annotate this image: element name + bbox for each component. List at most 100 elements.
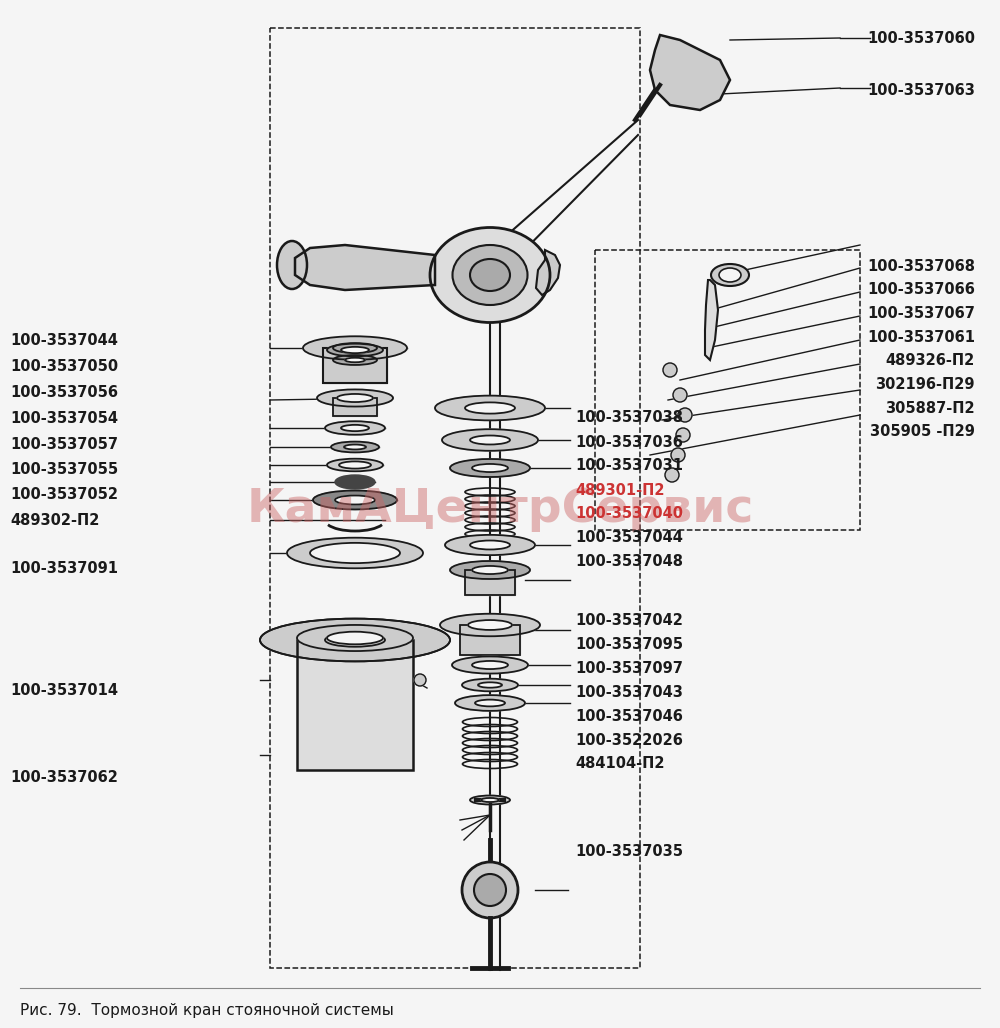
Ellipse shape xyxy=(445,535,535,555)
Text: 100-3537057: 100-3537057 xyxy=(10,437,118,451)
Ellipse shape xyxy=(310,543,400,563)
Text: 302196-П29: 302196-П29 xyxy=(876,377,975,392)
Text: 100-3537044: 100-3537044 xyxy=(575,530,683,545)
Circle shape xyxy=(665,468,679,482)
Text: 100-3537044: 100-3537044 xyxy=(10,333,118,347)
Text: 100-3537043: 100-3537043 xyxy=(575,686,683,700)
Text: КамАЦентрСервис: КамАЦентрСервис xyxy=(246,487,754,533)
Text: 100-3537040: 100-3537040 xyxy=(575,507,683,521)
Bar xyxy=(333,398,377,416)
Text: 100-3537067: 100-3537067 xyxy=(867,306,975,321)
Ellipse shape xyxy=(478,683,502,688)
Ellipse shape xyxy=(472,464,508,472)
Ellipse shape xyxy=(468,620,512,630)
Ellipse shape xyxy=(450,458,530,477)
Text: 100-3537042: 100-3537042 xyxy=(575,614,683,628)
Ellipse shape xyxy=(327,458,383,471)
Ellipse shape xyxy=(341,346,369,354)
Circle shape xyxy=(671,448,685,462)
Ellipse shape xyxy=(333,355,377,365)
Bar xyxy=(595,250,860,530)
Text: 484104-П2: 484104-П2 xyxy=(575,757,664,771)
Text: 305905 -П29: 305905 -П29 xyxy=(870,425,975,439)
Ellipse shape xyxy=(317,390,393,406)
Polygon shape xyxy=(295,245,435,290)
Ellipse shape xyxy=(260,619,450,661)
Text: 100-3537060: 100-3537060 xyxy=(867,31,975,45)
Text: 100-3522026: 100-3522026 xyxy=(575,733,683,747)
Text: 305887-П2: 305887-П2 xyxy=(885,401,975,415)
Text: 100-3537048: 100-3537048 xyxy=(575,554,683,568)
Text: 100-3537055: 100-3537055 xyxy=(10,463,118,477)
Ellipse shape xyxy=(327,343,383,357)
Text: 100-3537068: 100-3537068 xyxy=(867,259,975,273)
Polygon shape xyxy=(536,250,560,295)
Polygon shape xyxy=(705,280,718,360)
Ellipse shape xyxy=(462,678,518,691)
Ellipse shape xyxy=(337,394,373,402)
Bar xyxy=(323,348,387,383)
Circle shape xyxy=(663,363,677,377)
Ellipse shape xyxy=(333,343,377,353)
Ellipse shape xyxy=(435,396,545,420)
Ellipse shape xyxy=(452,245,528,305)
Text: 100-3537062: 100-3537062 xyxy=(10,770,118,784)
Bar xyxy=(460,625,520,655)
Ellipse shape xyxy=(470,436,510,444)
Bar xyxy=(297,640,413,770)
Ellipse shape xyxy=(287,538,423,568)
Ellipse shape xyxy=(260,619,450,661)
Ellipse shape xyxy=(335,495,375,505)
Text: 100-3537036: 100-3537036 xyxy=(575,435,683,449)
Text: 100-3537095: 100-3537095 xyxy=(575,637,683,652)
Text: 100-3537038: 100-3537038 xyxy=(575,410,683,425)
Circle shape xyxy=(676,428,690,442)
Bar xyxy=(297,640,413,770)
Ellipse shape xyxy=(325,633,385,647)
Ellipse shape xyxy=(325,421,385,435)
Ellipse shape xyxy=(719,268,741,282)
Ellipse shape xyxy=(327,631,383,645)
Text: 489302-П2: 489302-П2 xyxy=(10,513,99,527)
Ellipse shape xyxy=(313,490,397,510)
Ellipse shape xyxy=(465,402,515,413)
Bar xyxy=(465,570,515,595)
Text: 100-3537097: 100-3537097 xyxy=(575,661,683,675)
Ellipse shape xyxy=(345,358,365,362)
Circle shape xyxy=(414,674,426,686)
Ellipse shape xyxy=(297,625,413,651)
Bar xyxy=(460,625,520,655)
Ellipse shape xyxy=(440,614,540,636)
Text: 100-3537050: 100-3537050 xyxy=(10,360,118,374)
Ellipse shape xyxy=(344,444,366,449)
Polygon shape xyxy=(650,35,730,110)
Text: 100-3537063: 100-3537063 xyxy=(867,83,975,98)
Circle shape xyxy=(474,874,506,906)
Ellipse shape xyxy=(472,566,508,574)
Bar xyxy=(465,570,515,595)
Ellipse shape xyxy=(430,227,550,323)
Ellipse shape xyxy=(472,661,508,669)
Ellipse shape xyxy=(475,700,505,706)
Text: 100-3537054: 100-3537054 xyxy=(10,411,118,426)
Circle shape xyxy=(462,862,518,918)
Text: 100-3537035: 100-3537035 xyxy=(575,844,683,858)
Ellipse shape xyxy=(450,561,530,579)
Text: 100-3537091: 100-3537091 xyxy=(10,561,118,576)
Ellipse shape xyxy=(455,695,525,711)
Ellipse shape xyxy=(452,657,528,673)
Ellipse shape xyxy=(335,475,375,489)
Circle shape xyxy=(678,408,692,423)
Ellipse shape xyxy=(711,264,749,286)
Ellipse shape xyxy=(303,336,407,360)
Text: 100-3537046: 100-3537046 xyxy=(575,709,683,724)
Text: 100-3537066: 100-3537066 xyxy=(867,283,975,297)
Text: 100-3537014: 100-3537014 xyxy=(10,684,118,698)
Text: 100-3537052: 100-3537052 xyxy=(10,487,118,502)
Ellipse shape xyxy=(470,259,510,291)
Ellipse shape xyxy=(442,430,538,451)
Ellipse shape xyxy=(470,796,510,805)
Ellipse shape xyxy=(341,425,369,431)
Ellipse shape xyxy=(481,798,499,802)
Bar xyxy=(270,28,640,968)
